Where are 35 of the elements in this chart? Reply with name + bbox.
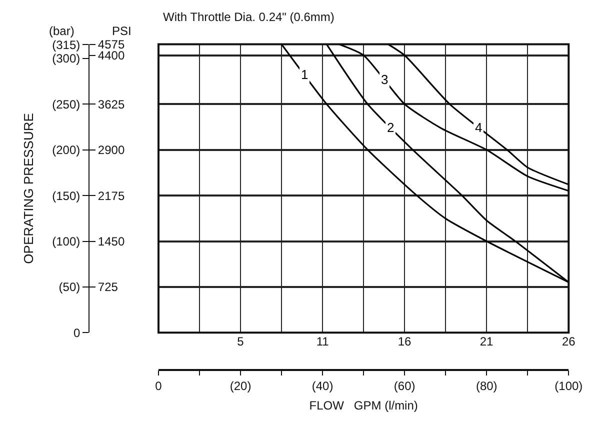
y-tick-label: (100) <box>52 234 80 248</box>
x-tick-label: (60) <box>394 379 416 394</box>
y2-tick-label: 2900 <box>98 143 125 158</box>
series-label: 2 <box>387 120 394 135</box>
y2-tick-label: 2175 <box>98 188 125 203</box>
y-tick-label: (200) <box>52 143 80 158</box>
y-tick-label: (250) <box>52 97 80 112</box>
x2-tick-label: 5 <box>237 334 244 349</box>
x-tick-label: (40) <box>312 379 334 394</box>
x-tick-label: (20) <box>230 379 252 394</box>
x-tick-label: (100) <box>554 379 583 394</box>
text: (bar) <box>49 24 74 38</box>
y2-tick-label: 3625 <box>98 97 125 112</box>
series-label: 4 <box>475 120 482 135</box>
text: PSI <box>112 24 132 38</box>
x2-tick-label: 11 <box>316 334 330 349</box>
y-tick-label: (315) <box>52 38 80 52</box>
y-tick-label: (50) <box>58 280 80 294</box>
x-axis-title: FLOW GPM (l/min) <box>309 398 418 412</box>
series-label: 1 <box>301 67 308 82</box>
x2-tick-label: 26 <box>562 334 576 349</box>
y-axis-title: OPERATING PRESSURE <box>21 112 36 264</box>
x-tick-label: (80) <box>476 379 498 394</box>
x2-tick-label: 21 <box>480 334 494 349</box>
x2-tick-label: 16 <box>398 334 412 349</box>
chart-title: With Throttle Dia. 0.24" (0.6mm) <box>163 10 334 24</box>
y-tick-label: (150) <box>52 188 80 203</box>
y2-tick-label: 1450 <box>98 234 125 248</box>
y2-tick-label: 725 <box>98 280 118 294</box>
x-tick-label: 0 <box>155 379 162 394</box>
y-tick-label: 0 <box>73 326 80 340</box>
line-series <box>338 44 569 192</box>
y-tick-label: (300) <box>52 52 80 66</box>
series-label: 3 <box>381 72 388 87</box>
line-series <box>387 44 569 186</box>
